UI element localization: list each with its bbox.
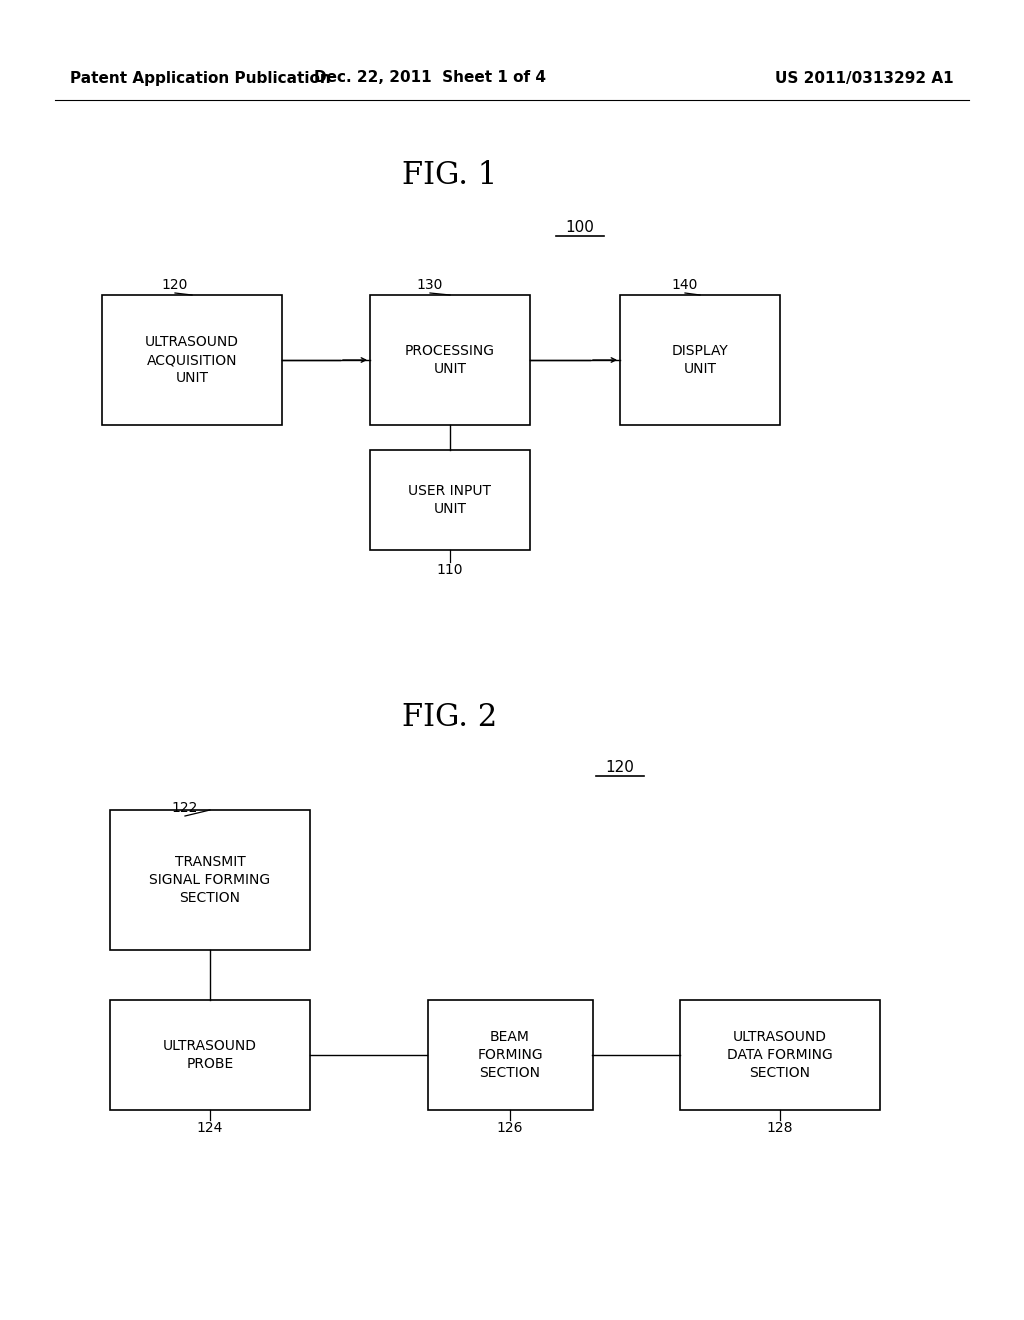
- Text: 100: 100: [565, 220, 595, 235]
- Text: DISPLAY
UNIT: DISPLAY UNIT: [672, 343, 728, 376]
- Bar: [427, 1001, 593, 1110]
- Bar: [110, 1001, 310, 1110]
- Text: USER INPUT
UNIT: USER INPUT UNIT: [409, 484, 492, 516]
- Text: BEAM
FORMING
SECTION: BEAM FORMING SECTION: [477, 1030, 543, 1080]
- Text: 120: 120: [605, 760, 635, 776]
- Text: 128: 128: [767, 1121, 794, 1135]
- Text: ULTRASOUND
ACQUISITION
UNIT: ULTRASOUND ACQUISITION UNIT: [145, 334, 239, 385]
- Text: 122: 122: [172, 801, 199, 814]
- Text: FIG. 2: FIG. 2: [402, 702, 498, 734]
- Text: 130: 130: [417, 279, 443, 292]
- Text: ULTRASOUND
DATA FORMING
SECTION: ULTRASOUND DATA FORMING SECTION: [727, 1030, 833, 1080]
- Text: US 2011/0313292 A1: US 2011/0313292 A1: [775, 70, 954, 86]
- Text: 126: 126: [497, 1121, 523, 1135]
- Text: Dec. 22, 2011  Sheet 1 of 4: Dec. 22, 2011 Sheet 1 of 4: [314, 70, 546, 86]
- Text: ULTRASOUND
PROBE: ULTRASOUND PROBE: [163, 1039, 257, 1072]
- Bar: [110, 810, 310, 950]
- Text: 110: 110: [437, 564, 463, 577]
- Text: PROCESSING
UNIT: PROCESSING UNIT: [406, 343, 495, 376]
- Text: 124: 124: [197, 1121, 223, 1135]
- Text: 120: 120: [162, 279, 188, 292]
- Bar: [620, 294, 780, 425]
- Text: TRANSMIT
SIGNAL FORMING
SECTION: TRANSMIT SIGNAL FORMING SECTION: [150, 854, 270, 906]
- Bar: [370, 450, 530, 550]
- Text: FIG. 1: FIG. 1: [402, 160, 498, 190]
- Text: 140: 140: [672, 279, 698, 292]
- Text: Patent Application Publication: Patent Application Publication: [70, 70, 331, 86]
- Bar: [370, 294, 530, 425]
- Bar: [102, 294, 282, 425]
- Bar: [680, 1001, 880, 1110]
